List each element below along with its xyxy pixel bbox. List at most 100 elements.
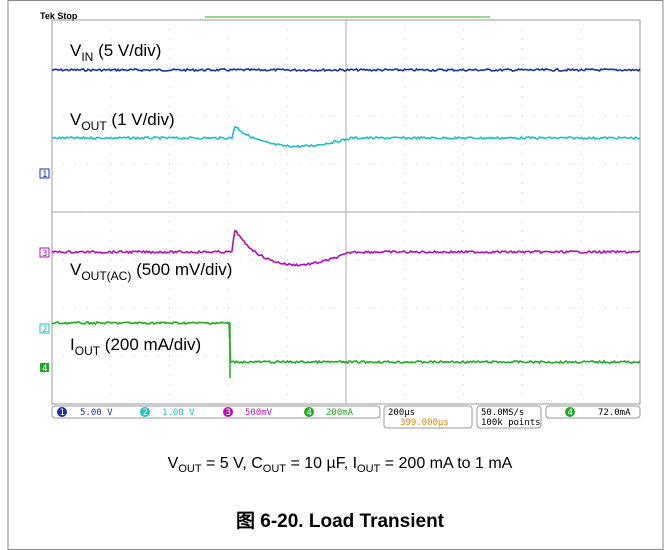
grid-dot: [451, 307, 453, 309]
grid-dot: [357, 307, 359, 309]
grid-dot: [498, 211, 500, 213]
grid-dot: [580, 269, 582, 271]
grid-dot: [580, 67, 582, 69]
grid-dot: [169, 355, 171, 357]
grid-dot: [545, 307, 547, 309]
grid-dot: [463, 67, 465, 69]
grid-dot: [404, 374, 406, 376]
grid-dot: [310, 67, 312, 69]
grid-dot: [227, 259, 229, 261]
grid-dot: [169, 307, 171, 309]
grid-dot: [521, 29, 523, 31]
grid-dot: [192, 115, 194, 117]
grid-dot: [169, 336, 171, 338]
grid-dot: [227, 297, 229, 299]
grid-dot: [286, 307, 288, 309]
grid-dot: [345, 211, 347, 213]
grid-dot: [75, 259, 77, 261]
grid-dot: [345, 249, 347, 251]
grid-dot: [580, 38, 582, 40]
grid-dot: [521, 345, 523, 347]
delay: 399.000µs: [400, 418, 449, 428]
grid-dot: [474, 211, 476, 213]
grid-dot: [63, 355, 65, 357]
grid-dot: [169, 288, 171, 290]
grid-dot: [474, 307, 476, 309]
grid-dot: [263, 307, 265, 309]
grid-dot: [580, 307, 582, 309]
grid-dot: [274, 211, 276, 213]
grid-dot: [98, 307, 100, 309]
grid-dot: [627, 355, 629, 357]
grid-dot: [286, 288, 288, 290]
grid-dot: [510, 259, 512, 261]
grid-dot: [122, 163, 124, 165]
grid-dot: [169, 182, 171, 184]
grid-dot: [333, 259, 335, 261]
grid-dot: [286, 326, 288, 328]
grid-dot: [251, 67, 253, 69]
grid-dot: [75, 211, 77, 213]
grid-dot: [98, 115, 100, 117]
grid-dot: [63, 307, 65, 309]
grid-dot: [98, 163, 100, 165]
grid-dot: [239, 67, 241, 69]
grid-dot: [321, 163, 323, 165]
ch4-scale: 200mA: [326, 408, 354, 418]
marker-4: 4: [42, 364, 47, 374]
grid-dot: [404, 288, 406, 290]
grid-dot: [463, 326, 465, 328]
grid-dot: [416, 355, 418, 357]
grid-dot: [439, 67, 441, 69]
grid-dot: [498, 355, 500, 357]
grid-dot: [533, 115, 535, 117]
grid-dot: [169, 374, 171, 376]
grid-dot: [533, 307, 535, 309]
grid-dot: [345, 355, 347, 357]
ch1-num: 1: [60, 408, 65, 418]
grid-dot: [180, 307, 182, 309]
grid-dot: [345, 125, 347, 127]
trace-vin: [51, 67, 641, 73]
grid-dot: [204, 163, 206, 165]
grid-dot: [227, 86, 229, 88]
trace-iout: [51, 320, 641, 365]
grid-dot: [627, 115, 629, 117]
grid-dot: [404, 393, 406, 395]
grid-dot: [133, 307, 135, 309]
grid-dot: [227, 211, 229, 213]
grid-dot: [169, 173, 171, 175]
trace-labels: VIN (5 V/div) VOUT (1 V/div) VOUT(AC) (5…: [70, 41, 232, 358]
grid-dot: [521, 48, 523, 50]
grid-dot: [580, 57, 582, 59]
grid-dot: [463, 278, 465, 280]
grid-dot: [145, 355, 147, 357]
grid-dot: [463, 269, 465, 271]
grid-dot: [169, 192, 171, 194]
grid-dot: [75, 163, 77, 165]
grid-dot: [227, 230, 229, 232]
grid-dot: [310, 307, 312, 309]
grid-dot: [510, 115, 512, 117]
grid-dot: [580, 105, 582, 107]
grid-dot: [521, 278, 523, 280]
grid-dot: [557, 115, 559, 117]
grid-dot: [286, 192, 288, 194]
grid-dot: [110, 163, 112, 165]
grid-dot: [627, 163, 629, 165]
grid-dot: [110, 115, 112, 117]
grid-dot: [580, 336, 582, 338]
grid-dot: [533, 67, 535, 69]
grid-dot: [227, 288, 229, 290]
grid-dot: [133, 259, 135, 261]
grid-dot: [404, 153, 406, 155]
grid-dot: [521, 317, 523, 319]
grid-dot: [510, 163, 512, 165]
grid-dot: [369, 307, 371, 309]
grid-dot: [345, 345, 347, 347]
grid-dot: [463, 355, 465, 357]
grid-dot: [580, 278, 582, 280]
grid-dot: [521, 384, 523, 386]
grid-dot: [463, 201, 465, 203]
